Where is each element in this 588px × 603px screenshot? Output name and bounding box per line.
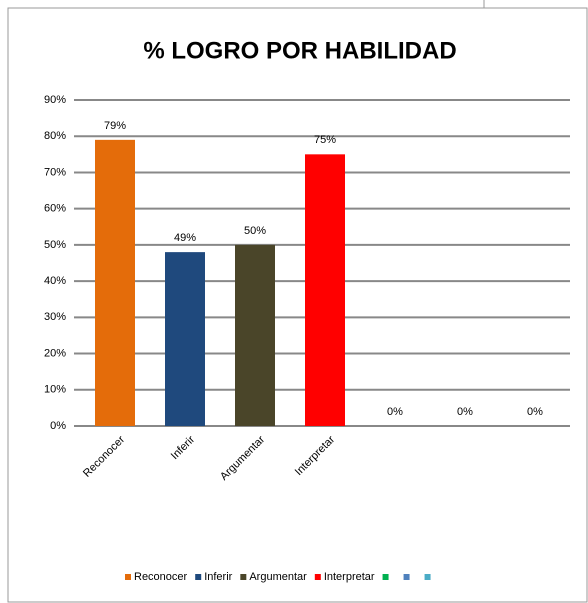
legend-label: Interpretar bbox=[324, 571, 375, 583]
data-label: 49% bbox=[174, 232, 196, 244]
legend-label: Argumentar bbox=[249, 571, 307, 583]
legend-marker bbox=[314, 574, 321, 580]
legend-marker bbox=[424, 574, 431, 580]
y-tick-label: 30% bbox=[44, 311, 66, 323]
legend-marker bbox=[403, 574, 410, 580]
data-label: 0% bbox=[457, 406, 473, 418]
bar bbox=[165, 252, 205, 426]
data-label: 0% bbox=[527, 406, 543, 418]
y-tick-label: 80% bbox=[44, 130, 66, 142]
y-tick-label: 0% bbox=[50, 420, 66, 432]
y-tick-label: 10% bbox=[44, 384, 66, 396]
y-tick-label: 50% bbox=[44, 239, 66, 251]
legend-marker bbox=[195, 574, 202, 580]
bar bbox=[305, 154, 345, 427]
y-tick-label: 90% bbox=[44, 94, 66, 106]
data-label: 75% bbox=[314, 134, 336, 146]
data-label: 0% bbox=[387, 406, 403, 418]
y-tick-label: 70% bbox=[44, 166, 66, 178]
legend-label: Reconocer bbox=[134, 571, 188, 583]
legend-marker bbox=[125, 574, 131, 580]
data-label: 50% bbox=[244, 225, 266, 237]
bar bbox=[235, 244, 275, 426]
chart-frame bbox=[7, 7, 588, 603]
y-tick-label: 20% bbox=[44, 347, 66, 359]
legend-label: Inferir bbox=[204, 571, 232, 583]
legend-marker bbox=[382, 574, 389, 580]
legend-marker bbox=[240, 574, 247, 580]
chart-title: % LOGRO POR HABILIDAD bbox=[143, 37, 456, 64]
data-label: 79% bbox=[104, 120, 126, 132]
y-tick-label: 60% bbox=[44, 203, 66, 215]
bar bbox=[95, 139, 135, 426]
y-tick-label: 40% bbox=[44, 275, 66, 287]
